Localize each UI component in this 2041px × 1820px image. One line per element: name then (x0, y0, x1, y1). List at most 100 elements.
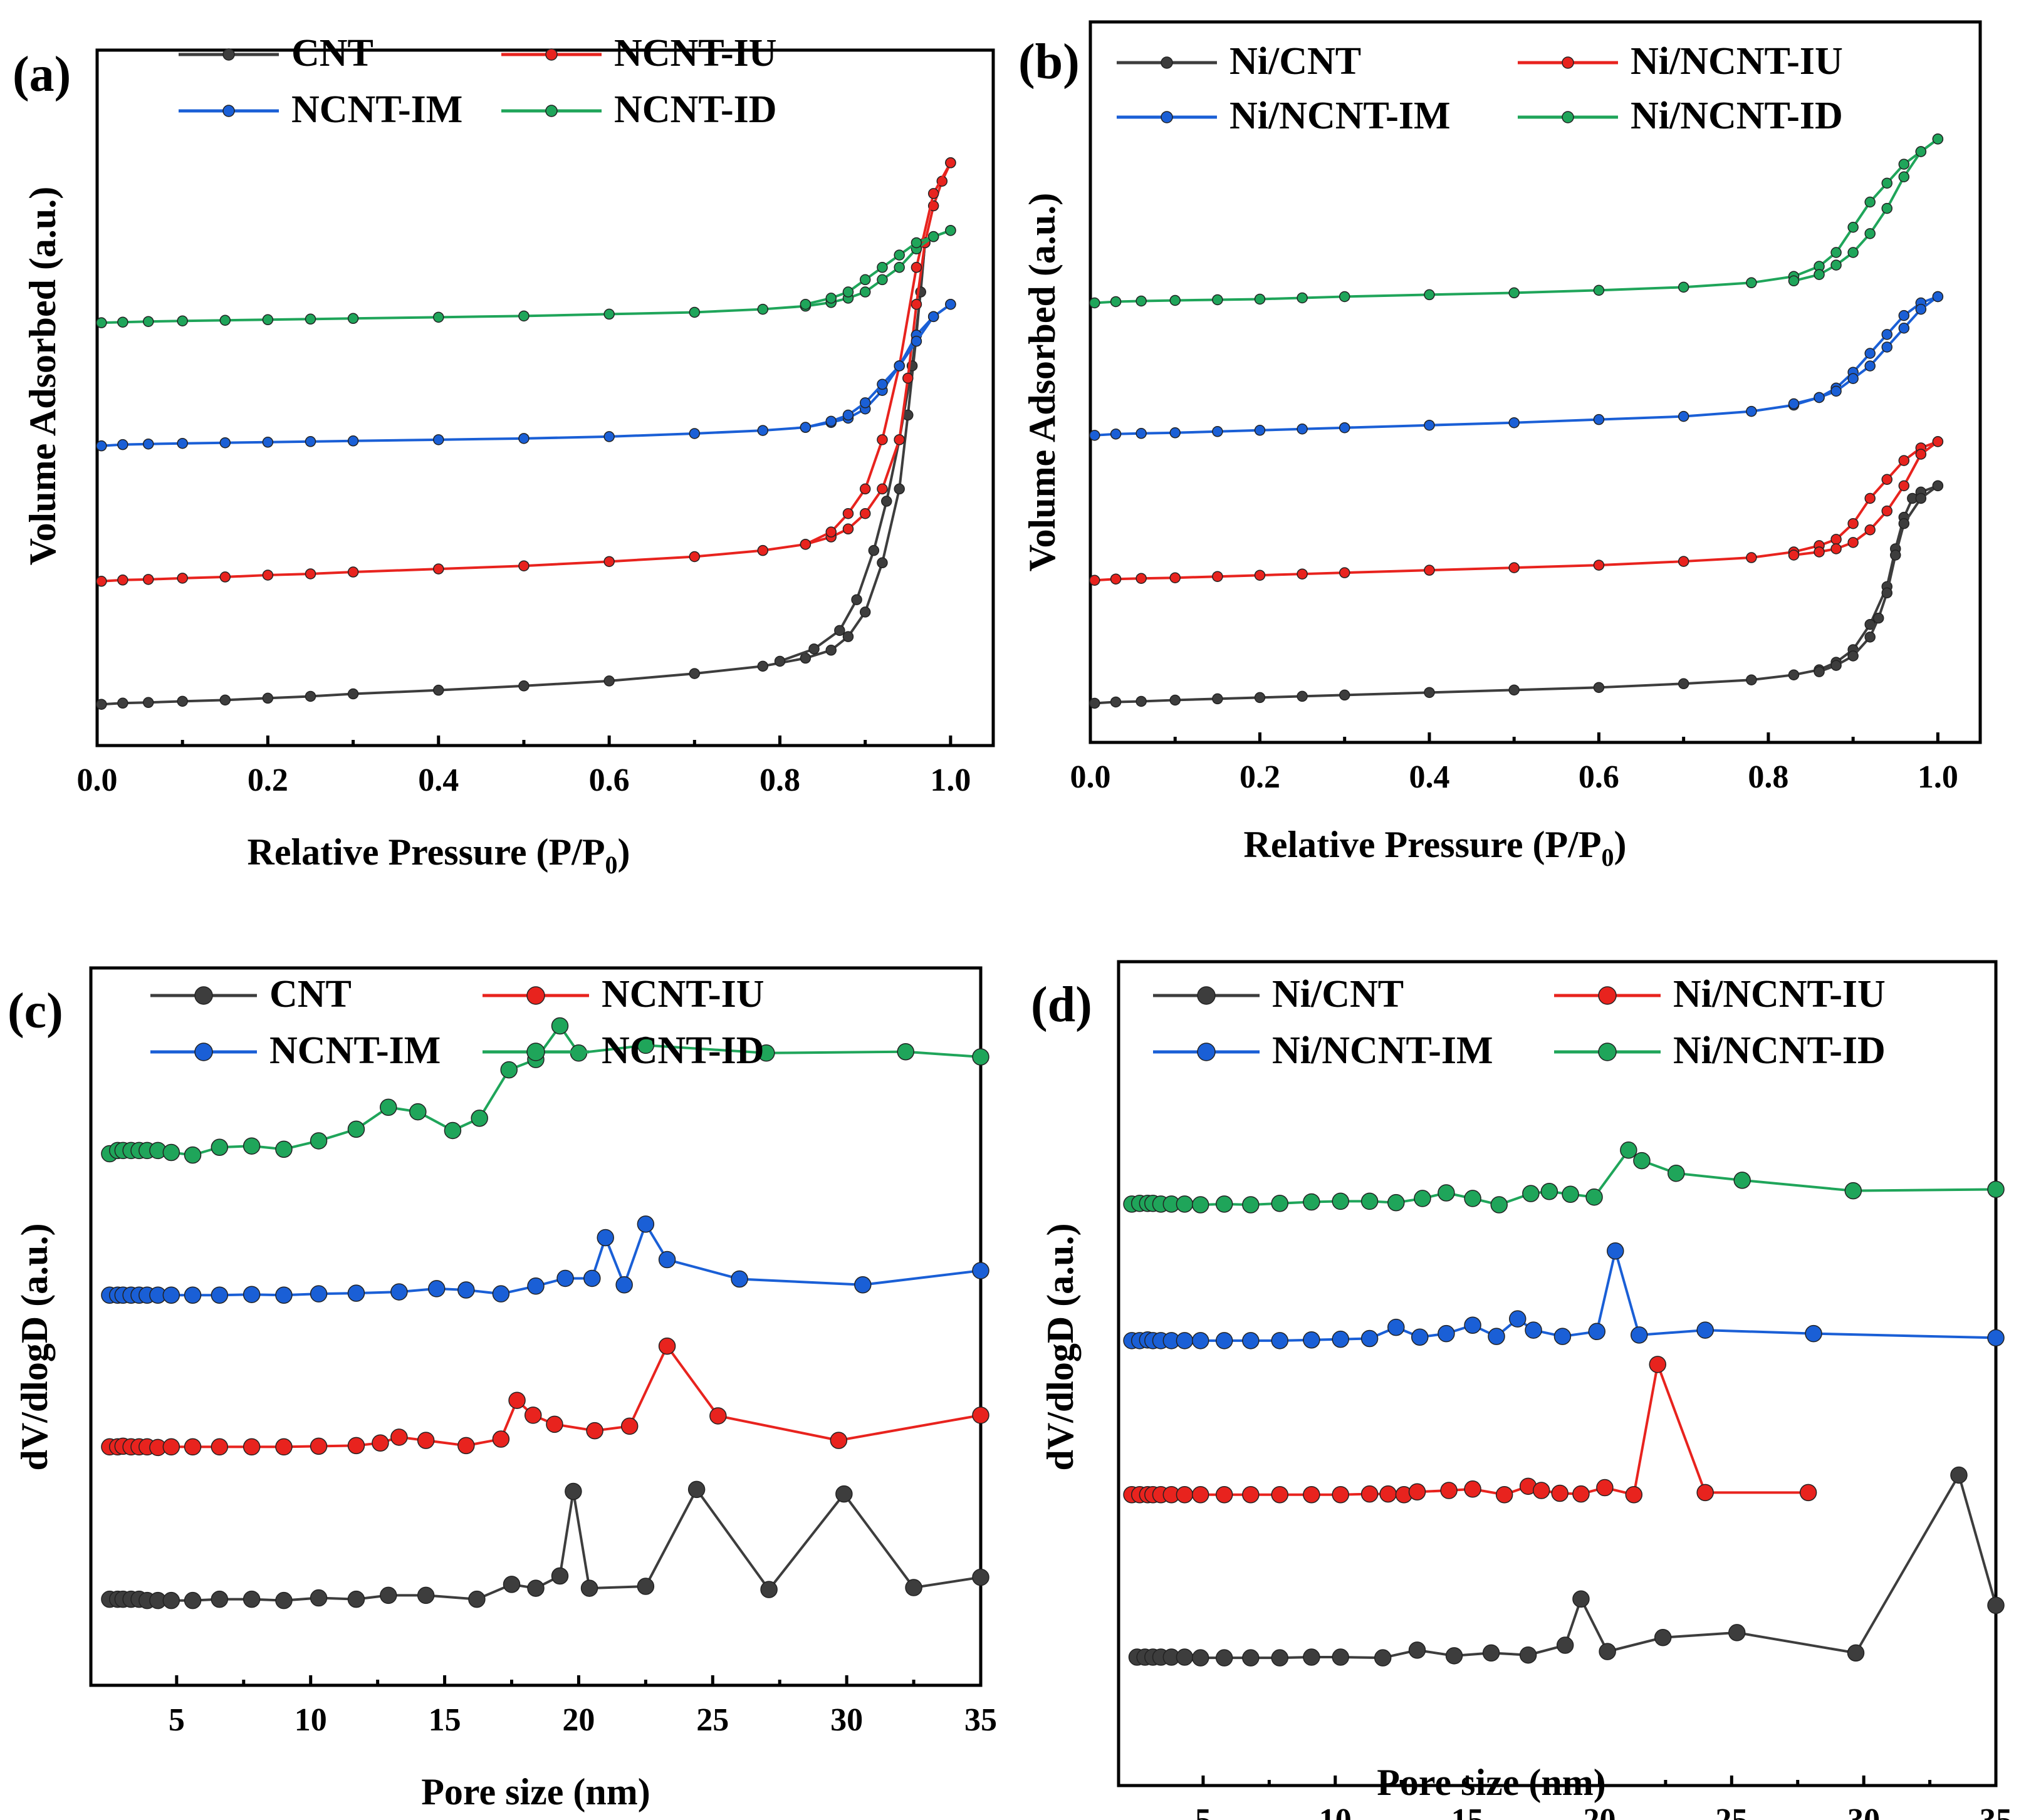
data-point (1788, 669, 1800, 680)
data-point (972, 1048, 989, 1066)
data-point (1215, 1332, 1233, 1349)
data-point (1445, 1647, 1463, 1665)
data-point (1135, 573, 1147, 584)
data-point (905, 1579, 922, 1596)
data-point (603, 556, 615, 568)
data-point (881, 496, 892, 507)
data-point (1339, 422, 1350, 434)
legend-label: NCNT-IM (269, 1029, 441, 1072)
data-point (757, 544, 769, 556)
legend-label: CNT (291, 32, 373, 75)
data-point (305, 313, 316, 325)
data-point (96, 576, 107, 587)
data-point (1297, 292, 1308, 304)
data-point (1110, 573, 1122, 585)
data-point (211, 1590, 229, 1608)
panel-letter: (a) (13, 47, 71, 102)
x-tick-label: 35 (964, 1702, 997, 1738)
x-tick-label: 15 (429, 1702, 461, 1738)
data-point (877, 262, 888, 273)
data-point (854, 1276, 872, 1294)
data-point (1339, 291, 1350, 303)
legend-marker (222, 48, 235, 61)
data-point (1847, 247, 1859, 258)
data-point (757, 425, 769, 436)
data-point (1814, 546, 1825, 558)
data-point (1915, 449, 1927, 460)
x-axis-title: Relative Pressure (P/P0) (248, 831, 630, 879)
data-point (774, 655, 786, 667)
data-point (1339, 689, 1350, 701)
data-point (347, 1437, 365, 1455)
data-point (275, 1286, 293, 1304)
data-point (1733, 1172, 1751, 1189)
data-point (262, 437, 274, 448)
legend-marker (194, 1043, 213, 1061)
data-point (347, 435, 359, 447)
data-point (1830, 247, 1842, 258)
series-ni-ncnt-im (1089, 291, 1944, 441)
data-point (1847, 650, 1859, 662)
data-point (842, 409, 854, 421)
data-point (1847, 373, 1859, 384)
data-point (347, 566, 359, 578)
data-point (800, 539, 812, 550)
legend-entry: NCNT-ID (501, 88, 777, 131)
data-point (1864, 360, 1876, 372)
legend-entry: Ni/NCNT-ID (1554, 1029, 1886, 1072)
data-point (972, 1407, 989, 1424)
data-point (1438, 1184, 1455, 1202)
data-point (184, 1438, 202, 1456)
data-point (219, 571, 231, 583)
data-point (1746, 405, 1757, 417)
data-point (689, 551, 701, 563)
legend-marker (526, 1043, 545, 1061)
data-point (1215, 1649, 1233, 1667)
data-point (1303, 1648, 1320, 1666)
data-point (347, 1120, 365, 1138)
y-axis-title: dV/dlogD (a.u.) (1040, 1223, 1081, 1470)
data-point (1540, 1183, 1558, 1200)
data-point (1898, 455, 1910, 466)
x-tick-label: 0.6 (1579, 759, 1619, 795)
data-point (1830, 259, 1842, 271)
data-point (117, 575, 128, 586)
data-point (1805, 1324, 1822, 1343)
legend-label: NCNT-IU (602, 973, 765, 1016)
data-point (800, 298, 812, 310)
data-point (586, 1422, 603, 1440)
data-point (468, 1590, 486, 1608)
x-tick-label: 25 (696, 1702, 729, 1738)
data-point (1215, 1485, 1233, 1504)
data-point (1135, 428, 1147, 439)
data-point (1387, 1318, 1405, 1336)
data-point (1556, 1636, 1574, 1654)
data-point (1169, 572, 1181, 583)
data-point (1242, 1196, 1260, 1214)
legend-entry: Ni/CNT (1153, 973, 1404, 1016)
data-point (177, 695, 188, 707)
data-point (243, 1590, 261, 1608)
data-point (162, 1286, 180, 1304)
data-point (527, 1579, 545, 1597)
legend-marker (1197, 986, 1216, 1005)
data-point (1864, 196, 1876, 208)
data-point (1297, 690, 1308, 702)
data-point (184, 1146, 202, 1164)
data-point (1135, 295, 1147, 307)
data-point (1490, 1196, 1508, 1214)
data-point (1864, 524, 1876, 536)
legend-entry: CNT (179, 32, 373, 75)
data-point (1332, 1192, 1349, 1210)
data-point (1110, 696, 1122, 708)
data-point (142, 697, 154, 709)
series-ni-cnt (1089, 480, 1944, 709)
legend-marker (1562, 56, 1574, 69)
data-point (142, 574, 154, 585)
data-point (1668, 1164, 1685, 1182)
data-point (1915, 146, 1927, 157)
data-point (417, 1432, 435, 1449)
data-point (1625, 1485, 1643, 1504)
x-tick-label: 15 (1451, 1802, 1484, 1820)
data-point (1488, 1328, 1505, 1345)
